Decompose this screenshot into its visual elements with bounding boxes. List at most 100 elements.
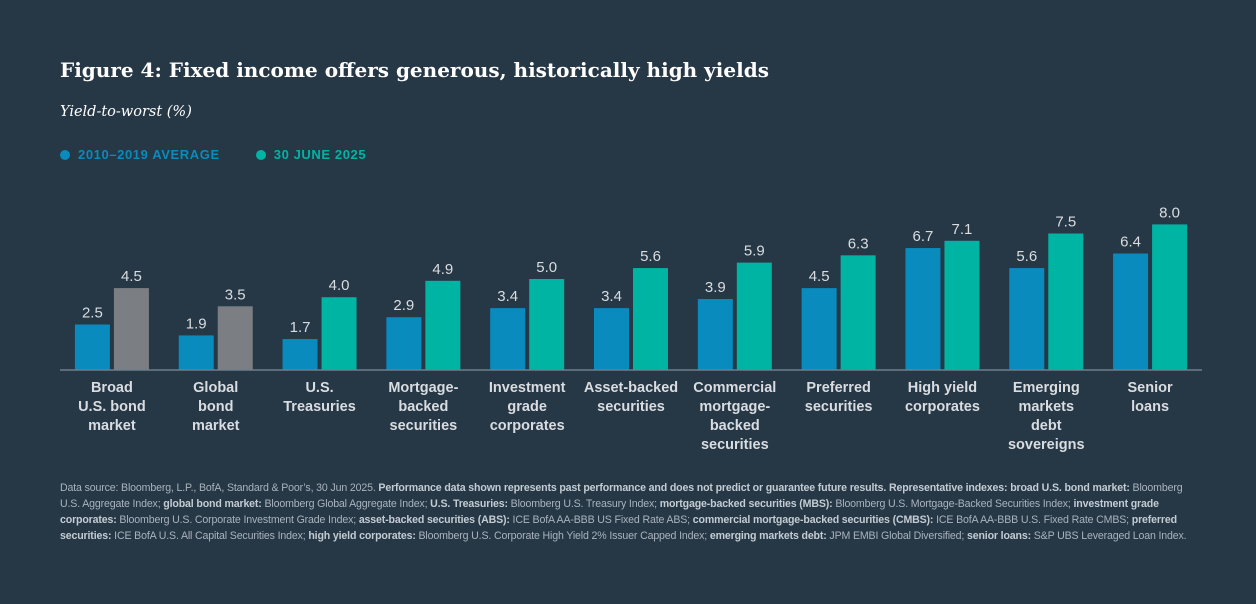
footnote-segment: mortgage-backed securities (MBS): xyxy=(659,498,833,510)
category-label: Emerging xyxy=(1013,380,1080,396)
bar-value-label: 7.5 xyxy=(1055,214,1076,231)
category-label: corporates xyxy=(905,399,980,415)
bar-value-label: 3.9 xyxy=(705,279,726,296)
category-label: market xyxy=(192,418,240,434)
bar-value-label: 4.0 xyxy=(329,277,350,294)
footnote-segment: S&P UBS Leveraged Loan Index. xyxy=(1030,530,1187,542)
category-label: Mortgage- xyxy=(388,380,458,396)
legend-item-2010-2019: 2010–2019 AVERAGE xyxy=(60,147,220,162)
bar-2010-2019 xyxy=(490,308,526,370)
footnote-segment: preferred securities: xyxy=(60,514,1177,542)
legend-marker-2025 xyxy=(255,149,266,160)
footnote-segment: U.S. Treasuries: xyxy=(430,498,508,510)
category-label: loans xyxy=(1131,399,1169,415)
bar-2010-2019 xyxy=(282,339,318,370)
category-label: securities xyxy=(390,418,458,434)
bar-2025 xyxy=(1152,224,1188,370)
category-label: U.S. bond xyxy=(78,399,146,415)
bar-2010-2019 xyxy=(697,299,733,370)
bar-2025 xyxy=(840,255,876,370)
category-label: High yield xyxy=(908,380,977,396)
category-label: Broad xyxy=(91,380,133,396)
footnote-segment: Bloomberg U.S. Aggregate Index; xyxy=(60,482,1183,510)
bar-2010-2019 xyxy=(801,288,837,370)
bar-2010-2019 xyxy=(74,324,110,370)
bar-value-label: 1.9 xyxy=(186,315,207,332)
category-label: securities xyxy=(701,437,769,453)
category-label: sovereigns xyxy=(1008,437,1085,453)
footnote-segment: Data source: Bloomberg, L.P., BofA, Stan… xyxy=(60,482,379,494)
footnote-segment: senior loans: xyxy=(966,530,1031,542)
category-label: securities xyxy=(805,399,873,415)
bar-2010-2019 xyxy=(905,248,941,370)
bar-value-label: 2.9 xyxy=(393,297,414,314)
bar-2010-2019 xyxy=(594,308,629,370)
legend-item-2025: 30 JUNE 2025 xyxy=(255,147,367,162)
bar-value-label: 4.5 xyxy=(809,268,830,285)
footnote-segment: ICE BofA U.S. All Capital Securities Ind… xyxy=(111,530,309,542)
bar-2010-2019 xyxy=(386,317,422,370)
footnote-segment: asset-backed securities (ABS): xyxy=(358,514,510,526)
legend-marker-2010-2019 xyxy=(60,149,70,160)
bar-value-label: 1.7 xyxy=(290,319,311,336)
bar-value-label: 6.7 xyxy=(913,228,934,245)
footnote-segment: Bloomberg U.S. Mortgage-Backed Securitie… xyxy=(832,498,1074,510)
category-label: corporates xyxy=(490,418,565,434)
bar-value-label: 3.4 xyxy=(497,288,518,305)
category-label: debt xyxy=(1031,418,1062,434)
footnote-segment: Bloomberg U.S. Corporate Investment Grad… xyxy=(116,514,359,526)
category-label: Asset-backed xyxy=(584,380,678,396)
category-label: U.S. xyxy=(305,380,333,396)
category-label: market xyxy=(88,418,136,434)
category-label: Senior xyxy=(1128,380,1173,396)
legend-label-2025: 30 JUNE 2025 xyxy=(273,147,367,162)
category-label: Global xyxy=(193,380,238,396)
bar-2025 xyxy=(1048,233,1084,370)
category-label: Treasuries xyxy=(283,399,356,415)
bar-2025 xyxy=(425,280,461,370)
chart-title: Figure 4: Fixed income offers generous, … xyxy=(60,58,769,82)
footnote-segment: investment grade corporates: xyxy=(60,498,1159,526)
bar-2010-2019 xyxy=(1113,253,1149,370)
bar-value-label: 3.4 xyxy=(601,288,622,305)
bar-2025 xyxy=(633,268,668,370)
footnote-segment: JPM EMBI Global Diversified; xyxy=(826,530,967,542)
data-source-footnote: Data source: Bloomberg, L.P., BofA, Stan… xyxy=(60,480,1200,544)
bar-value-label: 4.9 xyxy=(432,261,453,278)
category-label: markets xyxy=(1018,399,1074,415)
footnote-segment: Bloomberg Global Aggregate Index; xyxy=(261,498,431,510)
bar-2025 xyxy=(736,262,772,370)
footnote-segment: emerging markets debt: xyxy=(709,530,827,542)
bar-value-label: 6.4 xyxy=(1120,234,1141,251)
footnote-segment: Bloomberg U.S. Corporate High Yield 2% I… xyxy=(415,530,710,542)
chart-legend: 2010–2019 AVERAGE 30 JUNE 2025 xyxy=(60,147,366,162)
category-label: mortgage- xyxy=(699,399,770,415)
category-label: securities xyxy=(597,399,665,415)
footnote-segment: ICE BofA AA-BBB US Fixed Rate ABS; xyxy=(509,514,693,526)
category-label: bond xyxy=(198,399,233,415)
category-label: grade xyxy=(507,399,547,415)
category-label: Preferred xyxy=(806,380,870,396)
footnote-segment: high yield corporates: xyxy=(308,530,416,542)
bar-value-label: 3.5 xyxy=(225,286,246,303)
category-label: Investment xyxy=(489,380,566,396)
bar-2010-2019 xyxy=(178,335,214,370)
footnote-segment: commercial mortgage-backed securities (C… xyxy=(692,514,934,526)
bar-value-label: 5.0 xyxy=(536,259,557,276)
bar-value-label: 5.6 xyxy=(1016,248,1037,265)
category-label: backed xyxy=(710,418,760,434)
bar-value-label: 5.9 xyxy=(744,243,765,260)
footnote-segment: ICE BofA AA-BBB U.S. Fixed Rate CMBS; xyxy=(933,514,1132,526)
category-label: backed xyxy=(398,399,448,415)
bar-value-label: 8.0 xyxy=(1159,204,1180,221)
bar-value-label: 2.5 xyxy=(82,305,103,322)
bar-2010-2019 xyxy=(1009,268,1045,370)
footnote-segment: Performance data shown represents past p… xyxy=(378,482,1130,494)
legend-label-2010-2019: 2010–2019 AVERAGE xyxy=(78,147,220,162)
bar-2025 xyxy=(944,240,980,370)
chart-subtitle: Yield-to-worst (%) xyxy=(60,104,192,120)
bar-2025 xyxy=(529,279,565,370)
bar-value-label: 7.1 xyxy=(952,221,973,238)
footnote-segment: Bloomberg U.S. Treasury Index; xyxy=(507,498,660,510)
bar-2025 xyxy=(321,297,357,370)
